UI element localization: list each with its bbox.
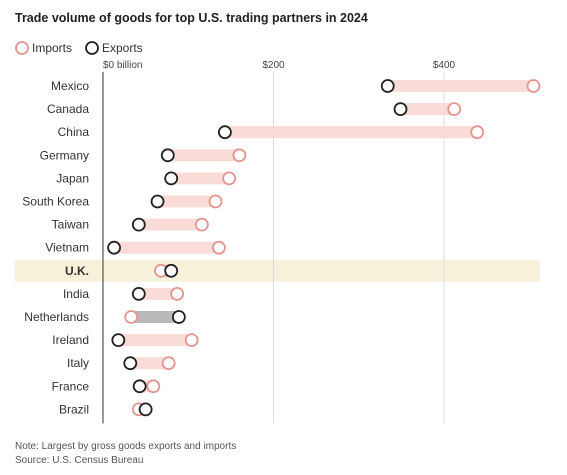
- imports-marker: [161, 356, 176, 371]
- exports-marker: [150, 194, 165, 209]
- imports-marker: [170, 286, 185, 301]
- legend-imports-marker: [15, 41, 29, 55]
- category-label: Taiwan: [52, 218, 89, 232]
- imports-marker: [146, 379, 161, 394]
- range-bar: [171, 172, 230, 185]
- chart-title: Trade volume of goods for top U.S. tradi…: [15, 11, 368, 25]
- range-bar: [224, 126, 478, 139]
- x-axis-ticks: $0 billion $200 $400: [103, 60, 456, 71]
- category-label: Italy: [67, 356, 89, 370]
- exports-marker: [393, 102, 408, 116]
- note-text: Note: Largest by gross goods exports and…: [15, 441, 236, 452]
- range-bar: [114, 241, 219, 254]
- category-label: Netherlands: [24, 310, 89, 324]
- exports-marker: [111, 333, 126, 348]
- highlight-layer: [15, 259, 540, 282]
- legend-exports-label: Exports: [102, 41, 143, 55]
- highlight-band: [15, 259, 540, 282]
- category-label: U.K.: [65, 264, 89, 278]
- category-labels: Mexico Canada China Germany Japan South Korea…: [22, 79, 89, 416]
- imports-marker: [184, 333, 199, 348]
- exports-marker: [164, 263, 179, 278]
- exports-marker: [123, 356, 138, 371]
- imports-marker: [212, 240, 226, 255]
- imports-marker: [222, 171, 237, 186]
- range-bar: [387, 80, 534, 92]
- exports-marker: [138, 402, 153, 417]
- imports-marker: [232, 148, 247, 163]
- category-label: China: [58, 125, 90, 139]
- legend-imports-label: Imports: [32, 41, 72, 55]
- imports-marker: [447, 102, 462, 116]
- range-bar: [138, 218, 202, 231]
- range-bar: [400, 103, 455, 116]
- exports-marker: [132, 379, 147, 394]
- category-label: India: [63, 287, 89, 301]
- x-tick-label: $400: [433, 60, 456, 71]
- category-label: Brazil: [59, 402, 89, 416]
- exports-marker: [380, 79, 395, 93]
- x-tick-label: $200: [262, 60, 285, 71]
- category-label: Germany: [40, 148, 89, 162]
- range-bar: [157, 195, 216, 208]
- exports-marker: [107, 240, 121, 255]
- imports-marker: [208, 194, 223, 209]
- exports-marker: [131, 286, 146, 301]
- exports-marker: [131, 217, 146, 232]
- exports-marker: [164, 171, 179, 186]
- legend-exports-marker: [85, 41, 99, 55]
- exports-marker: [171, 310, 186, 324]
- category-label: Japan: [56, 171, 89, 185]
- x-tick-label: $0 billion: [103, 60, 142, 71]
- imports-marker: [526, 79, 541, 93]
- exports-marker: [160, 148, 175, 163]
- imports-marker: [470, 125, 485, 140]
- grid-layer: [273, 72, 445, 424]
- range-bars: [114, 80, 534, 416]
- category-label: South Korea: [22, 195, 89, 209]
- range-bar: [130, 357, 169, 370]
- range-bar: [138, 287, 178, 300]
- range-bar: [167, 149, 240, 162]
- category-label: France: [52, 379, 90, 393]
- range-bar: [131, 311, 179, 323]
- category-label: Ireland: [52, 333, 89, 347]
- imports-marker: [124, 310, 139, 324]
- imports-marker: [194, 217, 209, 232]
- source-text: Source: U.S. Census Bureau: [15, 455, 143, 466]
- category-label: Canada: [47, 102, 89, 116]
- legend: Imports Exports: [15, 41, 143, 55]
- exports-marker: [218, 125, 232, 140]
- data-markers: [107, 79, 541, 417]
- category-label: Vietnam: [45, 241, 89, 255]
- category-label: Mexico: [51, 79, 89, 93]
- range-bar: [118, 334, 192, 347]
